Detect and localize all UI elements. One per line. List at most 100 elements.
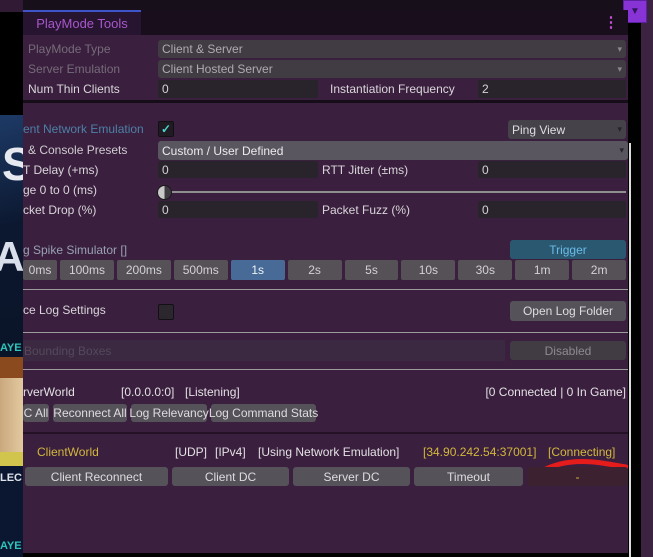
log-command-stats-label: Log Command Stats	[208, 406, 319, 420]
section-divider	[23, 100, 628, 103]
duration-button-100ms[interactable]: 100ms	[60, 260, 114, 280]
bounding-boxes-bar: Bounding Boxes	[23, 340, 505, 361]
duration-button-1s-selected[interactable]: 1s	[230, 260, 285, 280]
duration-button-500ms[interactable]: 500ms	[173, 260, 228, 280]
client-world-address: [34.90.242.54:37001]	[423, 445, 537, 459]
background-game-view-upper: S AA AYE	[0, 115, 23, 360]
server-emulation-label: Server Emulation	[28, 62, 121, 76]
duration-button-0ms[interactable]: 0ms	[23, 260, 57, 280]
open-log-folder-label: Open Log Folder	[522, 304, 614, 318]
num-thin-clients-label: Num Thin Clients	[28, 82, 120, 96]
server-world-status: [Listening]	[185, 385, 240, 399]
duration-button-10s[interactable]: 10s	[401, 260, 456, 280]
instantiation-frequency-field[interactable]: 2	[478, 80, 626, 98]
duration-label: 2m	[590, 263, 608, 277]
playmode-type-value: Client & Server	[162, 42, 243, 56]
trigger-button[interactable]: Trigger	[510, 240, 626, 259]
overlay-dropdown-button[interactable]: ▼	[623, 0, 647, 23]
client-reconnect-button[interactable]: Client Reconnect	[25, 467, 168, 486]
playmode-type-dropdown[interactable]: Client & Server ▾	[158, 40, 626, 58]
server-dc-button[interactable]: Server DC	[293, 467, 410, 486]
server-emulation-dropdown[interactable]: Client Hosted Server ▾	[158, 60, 626, 78]
section-divider	[23, 369, 628, 370]
duration-label: 500ms	[182, 263, 219, 277]
background-top-strip	[23, 0, 628, 10]
packet-drop-field[interactable]: 0	[158, 201, 318, 218]
duration-label: 200ms	[125, 263, 162, 277]
duration-button-30s[interactable]: 30s	[458, 260, 513, 280]
trigger-button-label: Trigger	[549, 242, 587, 257]
playmode-tools-panel: PlayMode Tools ⋮ PlayMode Type Client & …	[23, 10, 628, 553]
tab-playmode-tools[interactable]: PlayMode Tools	[23, 10, 141, 35]
server-world-address: [0.0.0.0:0]	[121, 385, 175, 399]
packet-fuzz-field[interactable]: 0	[478, 201, 626, 218]
background-topleft-purple-block	[0, 0, 23, 12]
range-slider-track[interactable]	[163, 191, 626, 193]
log-command-stats-button[interactable]: Log Command Stats	[208, 404, 319, 422]
num-thin-clients-field[interactable]: 0	[158, 80, 318, 98]
rtt-delay-field[interactable]: 0	[158, 161, 318, 178]
client-world-emulation-tag: [Using Network Emulation]	[258, 445, 400, 459]
open-log-folder-button[interactable]: Open Log Folder	[510, 301, 626, 321]
ping-view-dropdown[interactable]: Ping View ▾	[508, 120, 626, 139]
dash-button[interactable]: -	[527, 467, 628, 486]
dropdown-arrow-icon: ▾	[617, 63, 622, 74]
dropdown-arrow-icon: ▾	[617, 43, 622, 54]
num-thin-clients-value: 0	[162, 82, 169, 96]
log-settings-checkbox[interactable]	[158, 304, 174, 320]
packet-fuzz-value: 0	[482, 202, 489, 217]
duration-label: 2s	[308, 263, 321, 277]
network-emulation-checkbox[interactable]: ✓	[158, 121, 174, 137]
timeout-button[interactable]: Timeout	[414, 467, 523, 486]
duration-button-2s[interactable]: 2s	[287, 260, 342, 280]
client-reconnect-label: Client Reconnect	[50, 469, 143, 484]
client-dc-button[interactable]: Client DC	[172, 467, 289, 486]
duration-button-5s[interactable]: 5s	[344, 260, 399, 280]
rtt-jitter-field[interactable]: 0	[478, 161, 626, 178]
duration-button-2m[interactable]: 2m	[572, 260, 627, 280]
duration-label: 1s	[251, 263, 265, 277]
client-world-udp-tag: [UDP]	[175, 445, 208, 459]
background-character-body	[0, 378, 23, 452]
section-divider	[23, 332, 628, 333]
duration-label: 5s	[365, 263, 378, 277]
console-presets-dropdown[interactable]: Custom / User Defined ▾	[158, 141, 628, 160]
duration-label: 30s	[475, 263, 495, 277]
log-relevancy-button[interactable]: Log Relevancy	[129, 404, 209, 422]
background-letter-s: S	[2, 138, 23, 190]
client-world-ipv4-tag: [IPv4]	[215, 445, 246, 459]
overlay-window-border	[629, 143, 631, 557]
overlay-dropdown-arrow-icon: ▼	[630, 6, 640, 17]
duration-button-1m[interactable]: 1m	[515, 260, 570, 280]
bounding-boxes-disabled-button[interactable]: Disabled	[510, 341, 626, 360]
bounding-boxes-disabled-label: Disabled	[544, 343, 592, 358]
bounding-boxes-label: Bounding Boxes	[24, 343, 112, 358]
background-yellow-strip	[0, 452, 23, 466]
dc-all-label: C All	[23, 406, 49, 420]
timeout-label: Timeout	[447, 469, 490, 484]
background-right-black-strip	[628, 0, 642, 557]
lag-spike-duration-buttons: 0ms 100ms 200ms 500ms 1s 2s 5s 10s 30s 1…	[23, 260, 627, 280]
instantiation-frequency-value: 2	[482, 82, 489, 96]
background-right-purple-column	[641, 0, 653, 557]
dropdown-arrow-icon: ▾	[619, 145, 624, 155]
client-world-status: [Connecting]	[548, 445, 616, 459]
kebab-menu-icon[interactable]: ⋮	[603, 14, 619, 31]
duration-button-200ms[interactable]: 200ms	[116, 260, 171, 280]
reconnect-all-label: Reconnect All	[53, 406, 127, 420]
reconnect-all-button[interactable]: Reconnect All	[53, 404, 127, 422]
dash-label: -	[575, 469, 580, 484]
packet-drop-value: 0	[162, 202, 169, 217]
range-slider-handle[interactable]	[157, 185, 172, 200]
dc-all-button[interactable]: C All	[23, 404, 49, 422]
console-presets-value: Custom / User Defined	[162, 143, 284, 158]
log-settings-label: ce Log Settings	[23, 303, 106, 317]
section-divider	[23, 289, 628, 290]
duration-label: 0ms	[28, 263, 52, 277]
background-character-hair	[0, 357, 23, 378]
rtt-delay-value: 0	[162, 162, 169, 177]
rtt-delay-label: T Delay (+ms)	[23, 163, 99, 177]
tab-bar: PlayMode Tools ⋮	[23, 10, 628, 35]
checkmark-icon: ✓	[160, 122, 172, 136]
